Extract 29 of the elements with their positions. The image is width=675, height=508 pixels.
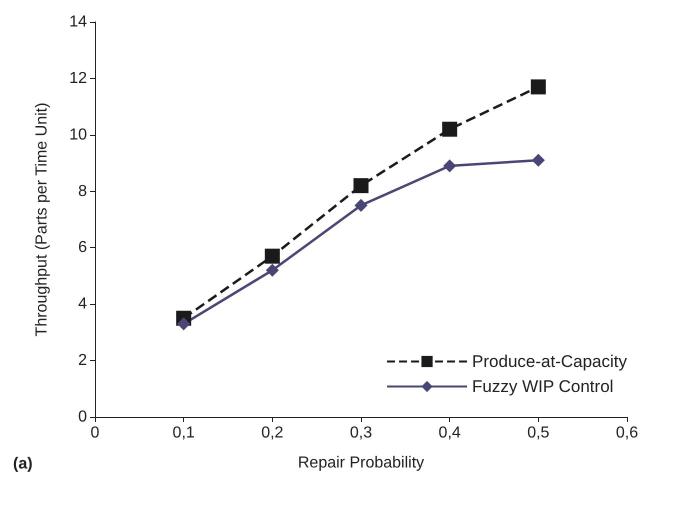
point <box>532 154 545 167</box>
point <box>443 159 456 172</box>
y-tick-label: 14 <box>69 14 88 30</box>
x-tick-label: 0,6 <box>616 424 638 442</box>
x-tick-label: 0,5 <box>527 424 550 442</box>
x-tick-label: 0,2 <box>261 424 284 442</box>
y-tick-label: 10 <box>69 126 88 144</box>
y-tick-label: 4 <box>78 296 88 313</box>
x-tick-label: 0,3 <box>350 424 372 442</box>
text: (a) <box>13 456 33 472</box>
y-axis-title: Throughput (Parts per Time Unit) <box>34 102 50 336</box>
point <box>354 178 368 194</box>
y-tick-label: 12 <box>69 70 88 87</box>
point <box>442 122 458 137</box>
point <box>530 79 546 94</box>
legend-label: Fuzzy WIP Control <box>472 377 614 396</box>
y-tick-label: 2 <box>78 352 88 370</box>
point <box>177 317 190 330</box>
x-tick-label: 0,4 <box>438 424 461 442</box>
legend-label: Produce-at-Capacity <box>472 352 628 371</box>
x-axis-title: Repair Probability <box>298 454 424 472</box>
point <box>264 248 280 264</box>
point <box>266 264 279 277</box>
y-tick-label: 6 <box>78 239 88 256</box>
y-tick-label: 8 <box>78 182 88 200</box>
x-tick-label: 0,1 <box>172 424 195 442</box>
x-tick-label: 0 <box>90 424 100 442</box>
y-tick-label: 0 <box>78 408 88 426</box>
point <box>354 198 368 212</box>
